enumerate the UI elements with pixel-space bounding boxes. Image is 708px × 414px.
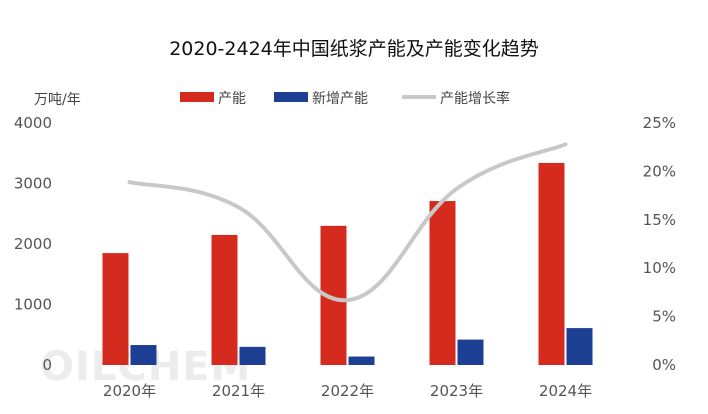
y-tick-label: 2000 [14, 235, 52, 253]
bar-new-capacity [239, 346, 266, 365]
bar-new-capacity [457, 339, 484, 365]
y2-tick-label: 25% [643, 114, 676, 132]
x-axis: 2020年 2021年 2022年 2023年 2024年 [103, 382, 592, 400]
y-axis-left: 0 1000 2000 3000 4000 [14, 114, 52, 374]
y2-tick-label: 20% [643, 162, 676, 180]
line-series [127, 142, 568, 303]
y-axis-right: 0% 5% 10% 15% 20% 25% [643, 114, 676, 374]
x-tick-label: 2022年 [321, 382, 374, 400]
y2-tick-label: 15% [643, 211, 676, 229]
legend: 产能 新增产能 产能增长率 [180, 90, 510, 107]
y-tick-label: 0 [42, 356, 52, 374]
growth-rate-line [127, 142, 568, 303]
y-tick-label: 4000 [14, 114, 52, 132]
bar-capacity [538, 162, 565, 365]
bar-series [102, 162, 593, 365]
x-tick-label: 2021年 [212, 382, 265, 400]
bar-new-capacity [348, 356, 375, 365]
y2-tick-label: 10% [643, 259, 676, 277]
legend-swatch-capacity [180, 92, 214, 102]
y-tick-label: 3000 [14, 175, 52, 193]
x-tick-label: 2024年 [539, 382, 592, 400]
chart-title: 2020-2424年中国纸浆产能及产能变化趋势 [169, 38, 539, 60]
y-tick-label: 1000 [14, 296, 52, 314]
legend-label-growth-rate: 产能增长率 [440, 90, 510, 107]
x-tick-label: 2020年 [103, 382, 156, 400]
legend-label-capacity: 产能 [218, 91, 246, 107]
bar-capacity [211, 234, 238, 365]
legend-label-new-capacity: 新增产能 [312, 91, 368, 107]
bar-new-capacity [566, 328, 593, 365]
x-tick-label: 2023年 [430, 382, 483, 400]
legend-swatch-new-capacity [274, 92, 308, 102]
bar-capacity [102, 253, 129, 365]
bar-new-capacity [130, 345, 157, 365]
y2-tick-label: 0% [652, 356, 676, 374]
y-axis-unit-label: 万吨/年 [34, 92, 81, 108]
y2-tick-label: 5% [652, 308, 676, 326]
bar-capacity [429, 201, 456, 365]
